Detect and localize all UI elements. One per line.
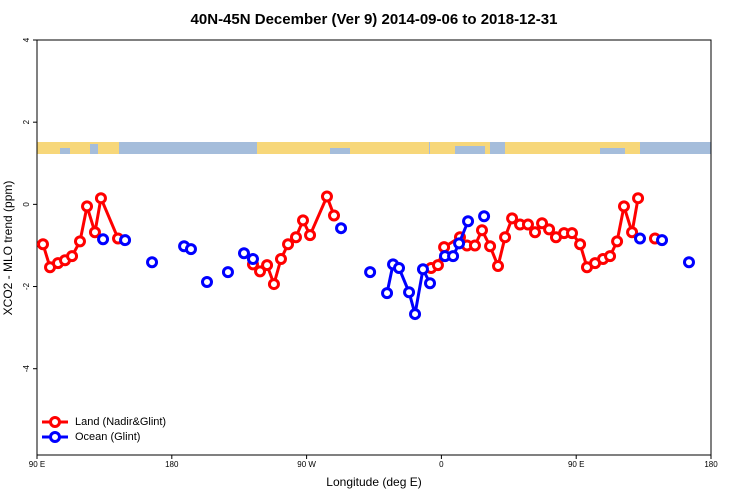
data-point xyxy=(274,253,287,266)
y-tick-label: 0 xyxy=(22,202,31,207)
data-point xyxy=(529,226,542,239)
x-tick-label: 90 E xyxy=(568,460,584,469)
x-tick-label: 0 xyxy=(439,460,444,469)
x-axis-label: Longitude (deg E) xyxy=(326,475,421,489)
data-point xyxy=(381,287,394,300)
data-point xyxy=(475,224,488,237)
data-point xyxy=(119,234,132,247)
data-point xyxy=(604,250,617,263)
data-point xyxy=(221,266,234,279)
y-tick-label: 4 xyxy=(22,37,31,42)
data-point xyxy=(261,259,274,272)
data-point xyxy=(66,250,79,263)
legend-marker xyxy=(49,416,61,428)
data-point xyxy=(416,263,429,276)
data-point xyxy=(304,229,317,242)
y-tick-label: -2 xyxy=(22,282,31,290)
data-point xyxy=(424,277,437,290)
data-point xyxy=(88,226,101,239)
data-point xyxy=(626,226,639,239)
data-point xyxy=(611,235,624,248)
data-point xyxy=(521,218,534,231)
x-tick-label: 180 xyxy=(165,460,179,469)
x-tick-label: 180 xyxy=(704,460,718,469)
data-point xyxy=(254,265,267,278)
data-point xyxy=(543,223,556,236)
y-tick-label: -4 xyxy=(22,365,31,373)
data-point xyxy=(36,238,49,251)
data-point xyxy=(682,256,695,269)
data-point xyxy=(492,259,505,272)
data-point xyxy=(184,243,197,256)
legend-label: Ocean (Glint) xyxy=(75,431,140,443)
data-point xyxy=(267,278,280,291)
data-point xyxy=(297,214,310,227)
data-point xyxy=(335,222,348,235)
data-point xyxy=(536,217,549,230)
data-point xyxy=(246,253,259,266)
series-line xyxy=(43,197,655,285)
data-point xyxy=(478,210,491,223)
data-point xyxy=(468,239,481,252)
data-point xyxy=(617,200,630,213)
plot-frame xyxy=(36,39,712,456)
data-point xyxy=(403,286,416,299)
x-tick-label: 90 W xyxy=(297,460,316,469)
data-point xyxy=(453,237,466,250)
x-tick-label: 90 E xyxy=(29,460,45,469)
data-point xyxy=(634,232,647,245)
data-point xyxy=(484,240,497,253)
land-ocean-strip xyxy=(37,142,711,154)
data-point xyxy=(656,234,669,247)
data-point xyxy=(200,276,213,289)
data-point xyxy=(506,212,519,225)
data-point xyxy=(409,308,422,321)
data-point xyxy=(364,266,377,279)
data-point xyxy=(73,235,86,248)
data-point xyxy=(94,192,107,205)
data-point xyxy=(447,250,460,263)
legend-marker xyxy=(49,431,61,443)
data-point xyxy=(632,192,645,205)
chart-title: 40N-45N December (Ver 9) 2014-09-06 to 2… xyxy=(191,11,558,28)
data-point xyxy=(237,247,250,260)
data-point xyxy=(499,231,512,244)
legend-label: Land (Nadir&Glint) xyxy=(75,416,166,428)
data-point xyxy=(97,233,110,246)
data-point xyxy=(431,259,444,272)
data-point xyxy=(328,209,341,222)
data-point xyxy=(289,231,302,244)
data-point xyxy=(146,256,159,269)
data-point xyxy=(566,227,579,240)
data-point xyxy=(320,190,333,203)
y-tick-label: 2 xyxy=(22,119,31,124)
data-point xyxy=(393,262,406,275)
data-point xyxy=(462,215,475,228)
data-point xyxy=(81,200,94,213)
data-point xyxy=(574,238,587,251)
y-axis-label: XCO2 - MLO trend (ppm) xyxy=(1,181,15,316)
data-point xyxy=(282,238,295,251)
